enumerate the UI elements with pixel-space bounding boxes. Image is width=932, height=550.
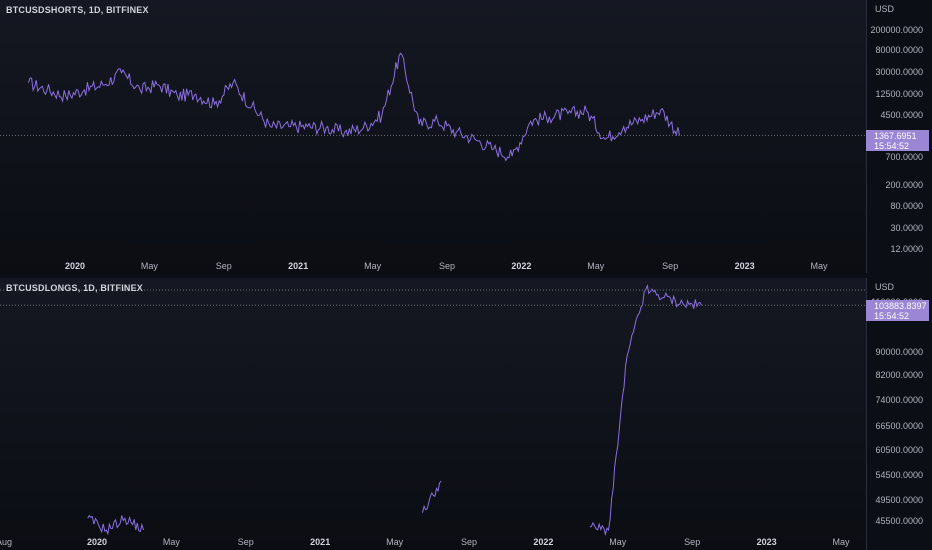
time-axis-label: Sep — [460, 537, 478, 547]
longs-last-price: 103883.8397 — [874, 301, 927, 312]
longs-pane[interactable]: BTCUSDLONGS, 1D, BITFINEX Aug 2020 May Sep 2… — [0, 278, 932, 550]
price-tick-label: 45500.0000 — [875, 516, 923, 526]
time-axis-label: May — [140, 261, 158, 271]
time-axis-label: Sep — [684, 537, 701, 547]
price-tick-label: 80000.0000 — [875, 45, 923, 55]
price-tick-label: 82000.0000 — [875, 370, 923, 380]
shorts-unit-label: USD — [875, 4, 895, 14]
time-axis-label: 2021 — [288, 261, 309, 271]
pane-divider[interactable] — [0, 273, 932, 278]
price-tick-label: 200000.0000 — [870, 25, 923, 35]
longs-symbol-title[interactable]: BTCUSDLONGS, 1D, BITFINEX — [6, 283, 144, 293]
time-axis-label: 2023 — [734, 261, 755, 271]
time-axis-label: 2021 — [310, 537, 331, 547]
time-axis-label: May — [609, 537, 627, 547]
time-axis-label: May — [587, 261, 605, 271]
price-tick-label: 80.0000 — [890, 201, 923, 211]
time-axis-label: May — [386, 537, 404, 547]
price-tick-label: 700.0000 — [885, 152, 923, 162]
time-axis-label: May — [162, 537, 180, 547]
longs-unit-label: USD — [875, 282, 895, 292]
price-tick-label: 66500.0000 — [875, 421, 923, 431]
time-axis-label: Sep — [438, 261, 456, 271]
time-axis-label: May — [810, 261, 828, 271]
shorts-pane[interactable]: BTCUSDSHORTS, 1D, BITFINEX 22020MaySep20… — [0, 0, 932, 273]
longs-plot-area[interactable]: BTCUSDLONGS, 1D, BITFINEX Aug 2020 May Sep 2… — [0, 278, 866, 550]
time-axis-label: Sep — [237, 537, 254, 547]
price-tick-label: 49500.0000 — [875, 495, 923, 505]
price-tick-label: 54500.0000 — [875, 470, 923, 480]
shorts-plot-area[interactable]: BTCUSDSHORTS, 1D, BITFINEX 22020MaySep20… — [0, 0, 866, 273]
time-axis-label: Aug — [0, 537, 13, 547]
time-axis-label: 2020 — [86, 537, 108, 547]
longs-chart-svg — [0, 283, 866, 537]
price-tick-label: 74000.0000 — [875, 395, 923, 405]
price-tick-label: 60500.0000 — [875, 445, 923, 455]
time-axis-label: 2020 — [64, 261, 86, 271]
shorts-last-price-tag: 1367.6951 15:54:52 — [866, 130, 929, 152]
time-axis-label: 2023 — [756, 537, 777, 547]
shorts-last-price: 1367.6951 — [874, 131, 917, 142]
time-axis-label: May — [832, 537, 850, 547]
price-tick-label: 30.0000 — [890, 223, 923, 233]
series-line — [589, 283, 702, 537]
longs-last-price-tag: 103883.8397 15:54:52 — [866, 300, 929, 322]
shorts-countdown: 15:54:52 — [874, 141, 910, 152]
price-tick-label: 4500.0000 — [880, 110, 923, 120]
longs-countdown: 15:54:52 — [874, 311, 910, 322]
price-tick-label: 30000.0000 — [875, 67, 923, 77]
price-tick-label: 12.0000 — [890, 244, 923, 254]
time-axis-label: 2022 — [511, 261, 532, 271]
time-axis-label: Sep — [662, 261, 679, 271]
shorts-symbol-title[interactable]: BTCUSDSHORTS, 1D, BITFINEX — [6, 5, 149, 15]
time-axis-label: 2022 — [533, 537, 554, 547]
price-tick-label: 12500.0000 — [875, 89, 923, 99]
price-tick-label: 200.0000 — [885, 180, 923, 190]
shorts-chart-svg — [0, 52, 866, 162]
price-tick-label: 90000.0000 — [875, 347, 923, 357]
series-line — [422, 480, 442, 513]
time-axis-label: Sep — [215, 261, 232, 271]
time-axis-label: May — [364, 261, 382, 271]
series-line — [28, 52, 680, 162]
series-line — [87, 514, 144, 536]
